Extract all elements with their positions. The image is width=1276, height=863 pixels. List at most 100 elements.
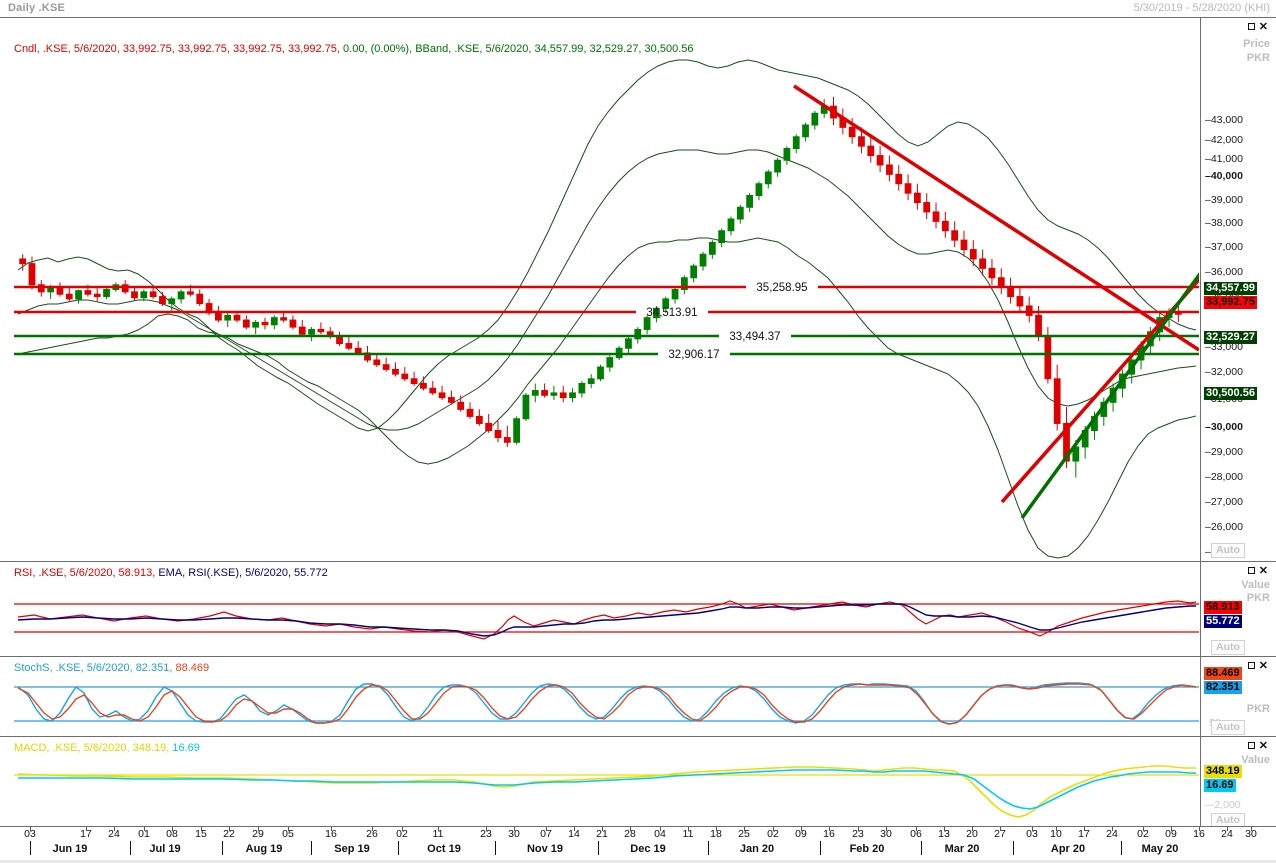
time-axis-month: Mar 20	[944, 843, 980, 855]
stochastic-auto-scale-button[interactable]: Auto	[1211, 720, 1245, 735]
price-tick: –29,000	[1205, 446, 1243, 458]
rsi-chart-svg	[14, 600, 1199, 640]
macd-panel-controls[interactable]: ✕	[1247, 739, 1271, 752]
price-tick: –26,000	[1205, 521, 1243, 533]
candle-body	[653, 307, 660, 319]
candle-body	[662, 298, 670, 309]
maximize-icon[interactable]	[1247, 567, 1255, 574]
close-icon[interactable]: ✕	[1258, 660, 1271, 672]
time-axis-day: 24	[1106, 828, 1118, 840]
trendline-ascending-green[interactable]	[1020, 260, 1199, 520]
candle-body	[513, 418, 521, 443]
time-axis-day: 17	[80, 828, 92, 840]
price-legend-bband: BBand, .KSE, 5/6/2020, 34,557.99, 32,529…	[415, 43, 694, 55]
time-axis-tick	[514, 827, 515, 831]
time-axis-day: 30	[880, 828, 892, 840]
candle-body	[746, 195, 754, 208]
candle-body	[886, 164, 893, 175]
price-chart-svg: 35,258.95 34,513.91 33,494.37 32,906.17	[14, 59, 1199, 559]
stochastic-plot-area[interactable]	[14, 675, 1199, 737]
candle-body	[951, 230, 959, 241]
candle-body	[699, 253, 707, 267]
time-axis-month: Jul 19	[149, 843, 181, 855]
time-axis-day: 06	[910, 828, 922, 840]
time-axis[interactable]: 03 17 24 01 08 15 22 29 05 16 26 02 11 23 30 07 14 21 28 04…	[0, 826, 1276, 863]
time-axis-day: 30	[508, 828, 520, 840]
time-axis-tick	[773, 827, 774, 831]
time-axis-month: Aug 19	[245, 843, 283, 855]
candle-body	[28, 263, 36, 286]
candle-body	[969, 249, 977, 260]
time-axis-tick	[858, 827, 859, 831]
macd-plot-area[interactable]	[14, 755, 1199, 827]
candle-body	[75, 290, 82, 300]
time-axis-tick	[288, 827, 289, 831]
close-icon[interactable]: ✕	[1258, 565, 1271, 577]
trendline-descending-major[interactable]	[793, 84, 1199, 352]
window-title: Daily .KSE	[8, 2, 66, 14]
candle-body	[354, 347, 362, 354]
horizontal-scrollbar[interactable]	[0, 860, 1276, 863]
time-axis-day: 05	[282, 828, 294, 840]
time-axis-tick	[144, 827, 145, 831]
price-tick: –40,000	[1205, 170, 1243, 182]
time-axis-tick	[402, 827, 403, 831]
time-axis-day: 28	[624, 828, 636, 840]
candle-body	[373, 359, 381, 366]
candle-body	[317, 328, 325, 333]
rsi-panel-controls[interactable]: ✕	[1247, 564, 1271, 577]
time-axis-month: Oct 19	[427, 843, 461, 855]
stoch-legend-main: StochS, .KSE, 5/6/2020, 82.351,	[14, 662, 173, 674]
candle-body	[308, 328, 315, 335]
time-axis-month: Sep 19	[334, 843, 370, 855]
time-axis-tick	[201, 827, 202, 831]
candle-body	[261, 321, 269, 326]
time-axis-tick	[829, 827, 830, 831]
candle-body	[569, 392, 576, 399]
time-axis-day: 18	[710, 828, 722, 840]
price-panel-controls[interactable]: ✕	[1247, 20, 1271, 33]
macd-signal-line	[18, 769, 1196, 810]
price-tick: –32,000	[1205, 366, 1243, 378]
time-axis-tick	[1227, 827, 1228, 831]
time-axis-tick	[1032, 827, 1033, 831]
time-axis-day: 25	[738, 828, 750, 840]
value-tag: 34,557.99	[1204, 282, 1257, 295]
candle-body	[867, 145, 875, 157]
candle-body	[336, 336, 343, 345]
time-axis-day: 24	[1221, 828, 1233, 840]
candle-body	[466, 408, 474, 417]
macd-axis-gutter: ✕ Value 348.19 16.69 –-2,000 Auto	[1200, 737, 1276, 828]
candle-body	[447, 397, 455, 403]
close-icon[interactable]: ✕	[1258, 740, 1271, 752]
maximize-icon[interactable]	[1247, 742, 1255, 749]
candle-body	[37, 284, 45, 293]
price-plot-area[interactable]: 35,258.95 34,513.91 33,494.37 32,906.17	[14, 38, 1199, 561]
time-axis-day: 16	[325, 828, 337, 840]
price-tick: –30,000	[1205, 421, 1243, 433]
close-icon[interactable]: ✕	[1258, 21, 1271, 33]
time-axis-day: 01	[138, 828, 150, 840]
rsi-plot-area[interactable]	[14, 582, 1199, 657]
time-axis-day: 23	[852, 828, 864, 840]
time-axis-day: 26	[366, 828, 378, 840]
candle-body	[680, 277, 688, 290]
candle-body	[606, 357, 614, 368]
candle-body	[932, 211, 940, 222]
time-axis-month-separator	[1121, 841, 1122, 855]
maximize-icon[interactable]	[1247, 662, 1255, 669]
candle-body	[298, 326, 306, 335]
candle-body	[177, 291, 185, 300]
stochastic-panel-controls[interactable]: ✕	[1247, 659, 1271, 672]
rsi-auto-scale-button[interactable]: Auto	[1211, 640, 1245, 655]
candle-body	[708, 242, 716, 255]
time-axis-month: Nov 19	[526, 843, 564, 855]
candle-body	[131, 291, 138, 299]
time-axis-tick	[1000, 827, 1001, 831]
maximize-icon[interactable]	[1247, 23, 1255, 30]
price-auto-scale-button[interactable]: Auto	[1211, 543, 1245, 558]
candle-body	[140, 291, 148, 299]
time-axis-day: 03	[24, 828, 36, 840]
price-tick: –27,000	[1205, 496, 1243, 508]
